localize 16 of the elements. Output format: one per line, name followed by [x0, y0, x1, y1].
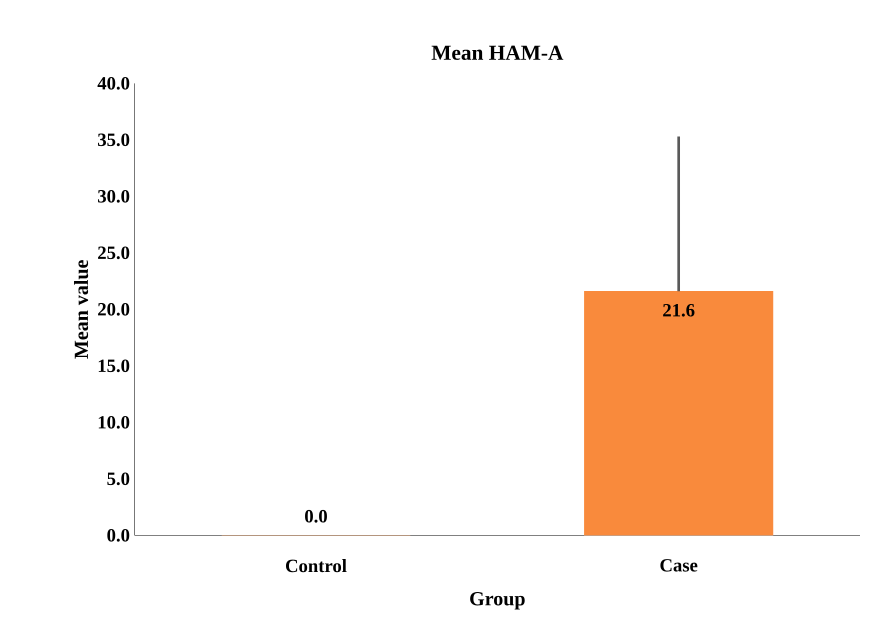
y-tick-label: 15.0 [98, 359, 130, 372]
y-tick-label: 5.0 [107, 472, 130, 486]
y-tick-label: 25.0 [98, 246, 130, 260]
y-axis-title: Mean value [74, 260, 88, 359]
y-tick-label: 20.0 [98, 302, 130, 316]
chart-title: Mean HAM-A [432, 46, 564, 60]
y-tick-label: 0.0 [107, 528, 130, 542]
y-tick-label: 10.0 [98, 416, 130, 429]
x-tick-label: Case [660, 559, 698, 572]
x-tick-label: Control [286, 559, 347, 572]
y-tick-label: 40.0 [98, 76, 130, 90]
data-label: 0.0 [305, 510, 327, 523]
y-tick-label: 30.0 [98, 190, 130, 203]
x-axis-title: Group [470, 592, 525, 610]
y-tick-label: 35.0 [98, 133, 130, 146]
data-label: 21.6 [663, 304, 694, 317]
